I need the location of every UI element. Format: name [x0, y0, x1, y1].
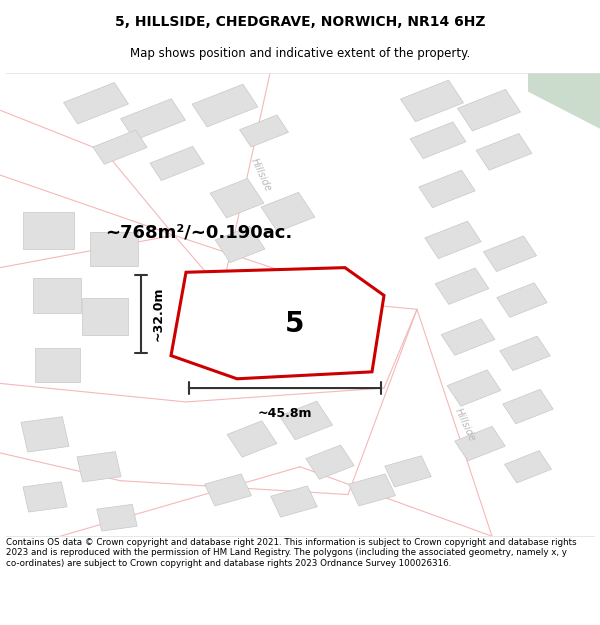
Polygon shape	[171, 268, 384, 379]
Polygon shape	[457, 89, 521, 131]
Polygon shape	[150, 146, 204, 181]
Text: 5, HILLSIDE, CHEDGRAVE, NORWICH, NR14 6HZ: 5, HILLSIDE, CHEDGRAVE, NORWICH, NR14 6H…	[115, 14, 485, 29]
Polygon shape	[419, 170, 475, 208]
Polygon shape	[385, 456, 431, 487]
Text: ~768m²/~0.190ac.: ~768m²/~0.190ac.	[105, 224, 292, 242]
Polygon shape	[476, 134, 532, 170]
Polygon shape	[23, 212, 74, 249]
Polygon shape	[210, 178, 264, 218]
Polygon shape	[77, 452, 121, 482]
Polygon shape	[275, 309, 325, 346]
Polygon shape	[410, 122, 466, 159]
Polygon shape	[221, 326, 271, 362]
Polygon shape	[441, 319, 495, 355]
Polygon shape	[23, 482, 67, 512]
Polygon shape	[435, 268, 489, 304]
Polygon shape	[528, 73, 600, 129]
Text: 5: 5	[285, 309, 304, 338]
Text: Hillside: Hillside	[342, 292, 366, 329]
Polygon shape	[239, 115, 289, 147]
Polygon shape	[33, 278, 81, 312]
Text: Contains OS data © Crown copyright and database right 2021. This information is : Contains OS data © Crown copyright and d…	[6, 538, 577, 568]
Polygon shape	[205, 474, 251, 506]
Polygon shape	[447, 370, 501, 406]
Polygon shape	[82, 298, 128, 335]
Text: Hillside: Hillside	[249, 157, 273, 193]
Polygon shape	[215, 226, 265, 262]
Text: Hillside: Hillside	[453, 407, 477, 443]
Polygon shape	[261, 192, 315, 232]
Text: ~45.8m: ~45.8m	[258, 407, 312, 419]
Polygon shape	[21, 417, 69, 452]
Text: Map shows position and indicative extent of the property.: Map shows position and indicative extent…	[130, 48, 470, 61]
Polygon shape	[121, 99, 185, 140]
Polygon shape	[425, 221, 481, 259]
Text: ~32.0m: ~32.0m	[152, 287, 165, 341]
Polygon shape	[306, 445, 354, 479]
Polygon shape	[271, 486, 317, 517]
Polygon shape	[64, 82, 128, 124]
Polygon shape	[484, 236, 536, 271]
Polygon shape	[192, 84, 258, 127]
Polygon shape	[349, 474, 395, 506]
Polygon shape	[90, 232, 138, 266]
Polygon shape	[503, 389, 553, 424]
Polygon shape	[227, 421, 277, 457]
Polygon shape	[500, 336, 550, 371]
Polygon shape	[400, 80, 464, 122]
Polygon shape	[93, 130, 147, 164]
Polygon shape	[280, 401, 332, 440]
Polygon shape	[35, 348, 79, 382]
Polygon shape	[455, 426, 505, 461]
Polygon shape	[505, 451, 551, 483]
Polygon shape	[97, 504, 137, 531]
Polygon shape	[497, 282, 547, 318]
